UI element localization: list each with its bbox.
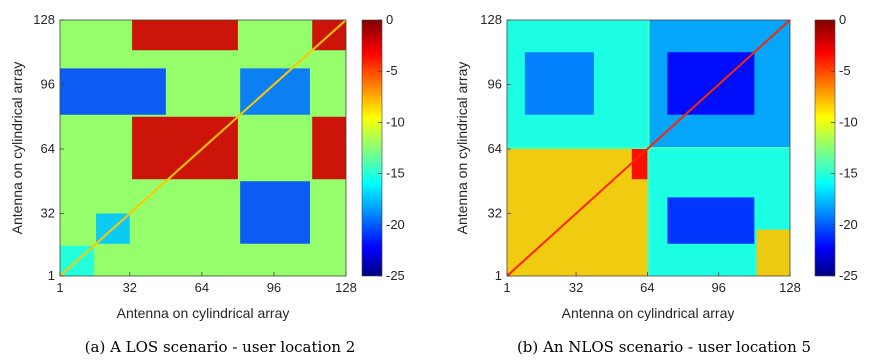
x-tick-label-b-1: 32 — [569, 280, 583, 295]
x-tick-label-b-2: 64 — [640, 280, 654, 295]
colorbar-b — [814, 19, 836, 277]
colorbar-tick-label-a-2: -10 — [386, 114, 405, 129]
heatmap-a-border — [59, 19, 347, 277]
heatmap-b-diagonal — [506, 19, 791, 277]
x-tick-label-a-3: 96 — [267, 280, 281, 295]
colorbar-tick-label-a-1: -5 — [386, 63, 398, 78]
colorbar-b-ticks: 0 -5 -10 -15 -20 -25 — [831, 12, 858, 283]
x-axis-label-a: Antenna on cylindrical array — [117, 305, 290, 321]
heatmap-b-border — [506, 19, 791, 277]
y-tick-label-a-4: 128 — [33, 12, 55, 27]
panel-b: 1 32 64 96 128 1 32 64 96 128 Antenna on cylindri… — [454, 12, 858, 356]
heatmap-b-block-5 — [667, 197, 755, 244]
colorbar-a-ticks: 0 -5 -10 -15 -20 -25 — [378, 12, 405, 283]
x-tick-label-a-1: 32 — [123, 280, 137, 295]
heatmap-a-diagonal — [59, 19, 347, 277]
heatmap-b-block-8 — [631, 149, 648, 180]
x-tick-label-a-4: 128 — [335, 280, 357, 295]
heatmap-b-block-7 — [756, 229, 790, 276]
y-tick-label-a-3: 96 — [41, 77, 55, 92]
heatmap-a-block-7 — [240, 181, 310, 244]
heatmap-b-cells — [506, 19, 791, 277]
y-tick-label-b-2: 64 — [488, 141, 502, 156]
colorbar-tick-label-b-2: -10 — [839, 114, 858, 129]
x-tick-label-b-0: 1 — [503, 280, 510, 295]
colorbar-tick-label-a-3: -15 — [386, 166, 405, 181]
y-tick-label-b-3: 96 — [488, 77, 502, 92]
heatmap-a-block-3 — [132, 20, 238, 51]
colorbar-tick-label-a-5: -25 — [386, 268, 405, 283]
heatmap-b-block-6 — [524, 52, 594, 115]
heatmap-a-block-4 — [312, 116, 346, 180]
heatmap-a-block-2 — [132, 116, 238, 180]
colorbar-a — [361, 19, 383, 277]
y-axis-label-a: Antenna on cylindrical array — [9, 62, 25, 235]
x-tick-label-a-0: 1 — [56, 280, 63, 295]
y-tick-label-a-2: 64 — [41, 141, 55, 156]
x-tick-label-b-3: 96 — [711, 280, 725, 295]
heatmap-a-ticks: 1 32 64 96 128 1 32 64 96 128 — [33, 12, 357, 295]
heatmap-b-block-4 — [667, 52, 755, 115]
x-axis-label-b: Antenna on cylindrical array — [562, 305, 735, 321]
colorbar-tick-label-b-1: -5 — [839, 63, 851, 78]
colorbar-tick-label-b-0: 0 — [839, 12, 846, 27]
heatmap-b-ticks: 1 32 64 96 128 1 32 64 96 128 — [480, 12, 801, 295]
colorbar-tick-label-b-4: -20 — [839, 217, 858, 232]
colorbar-tick-label-a-4: -20 — [386, 217, 405, 232]
heatmap-a-block-8 — [240, 68, 310, 115]
y-tick-label-b-0: 1 — [495, 268, 502, 283]
y-tick-label-b-1: 32 — [488, 206, 502, 221]
colorbar-tick-label-b-3: -15 — [839, 166, 858, 181]
colorbar-tick-label-b-5: -25 — [839, 268, 858, 283]
x-tick-label-a-2: 64 — [195, 280, 209, 295]
x-tick-label-b-4: 128 — [779, 280, 801, 295]
y-tick-label-a-1: 32 — [41, 206, 55, 221]
panel-a: 1 32 64 96 128 1 32 64 96 128 Antenna on cylindri… — [9, 12, 405, 356]
y-axis-label-b: Antenna on cylindrical array — [454, 62, 470, 235]
y-tick-label-a-0: 1 — [48, 268, 55, 283]
colorbar-tick-label-a-0: 0 — [386, 12, 393, 27]
y-tick-label-b-4: 128 — [480, 12, 502, 27]
caption-a: (a) A LOS scenario - user location 2 — [85, 338, 356, 356]
heatmap-a-block-6 — [60, 68, 166, 115]
heatmap-a-cells — [59, 19, 347, 277]
caption-b: (b) An NLOS scenario - user location 5 — [517, 338, 811, 356]
